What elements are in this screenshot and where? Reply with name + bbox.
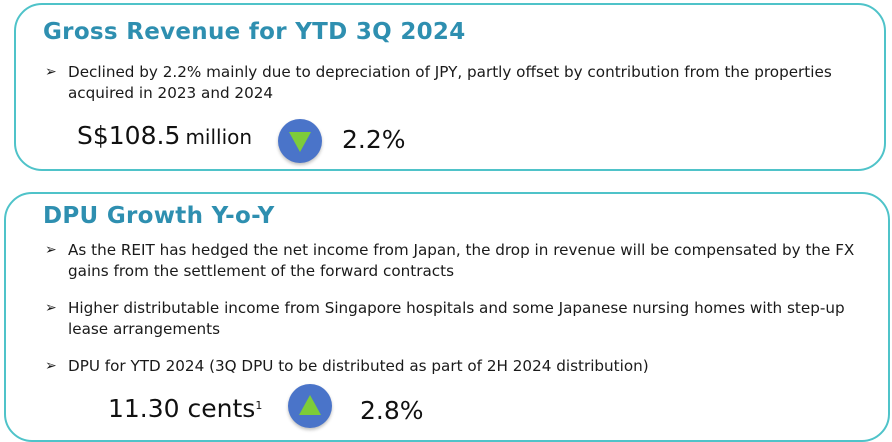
revenue-amount: S$108.5 million <box>77 121 252 150</box>
gross-revenue-card: Gross Revenue for YTD 3Q 2024 ➢ Declined… <box>14 3 886 171</box>
revenue-amount-unit: million <box>185 125 253 149</box>
bullet-arrow-icon: ➢ <box>45 64 57 80</box>
dpu-amount: 11.30 cents1 <box>108 394 262 423</box>
bullet-arrow-icon: ➢ <box>45 300 57 316</box>
dpu-bullet: ➢ DPU for YTD 2024 (3Q DPU to be distrib… <box>45 356 887 377</box>
revenue-change-pct: 2.2% <box>342 125 406 154</box>
gross-revenue-title: Gross Revenue for YTD 3Q 2024 <box>43 19 466 45</box>
dpu-bullet-text: As the REIT has hedged the net income fr… <box>68 241 855 280</box>
bullet-arrow-icon: ➢ <box>45 242 57 258</box>
dpu-growth-card: DPU Growth Y-o-Y ➢ As the REIT has hedge… <box>4 192 890 442</box>
dpu-bullet: ➢ Higher distributable income from Singa… <box>45 298 887 340</box>
dpu-bullet: ➢ As the REIT has hedged the net income … <box>45 240 887 282</box>
dpu-growth-title: DPU Growth Y-o-Y <box>43 203 275 229</box>
revenue-bullet-text: Declined by 2.2% mainly due to depreciat… <box>68 63 832 102</box>
revenue-amount-number: S$108.5 <box>77 121 181 150</box>
revenue-bullet: ➢ Declined by 2.2% mainly due to depreci… <box>45 62 885 104</box>
down-triangle-icon <box>278 119 322 163</box>
dpu-amount-number: 11.30 cents <box>108 394 256 423</box>
dpu-bullet-text: DPU for YTD 2024 (3Q DPU to be distribut… <box>68 357 649 375</box>
up-triangle-icon <box>288 384 332 428</box>
dpu-footnote-marker: 1 <box>255 398 263 412</box>
dpu-bullet-text: Higher distributable income from Singapo… <box>68 299 845 338</box>
bullet-arrow-icon: ➢ <box>45 358 57 374</box>
dpu-change-pct: 2.8% <box>360 396 424 425</box>
